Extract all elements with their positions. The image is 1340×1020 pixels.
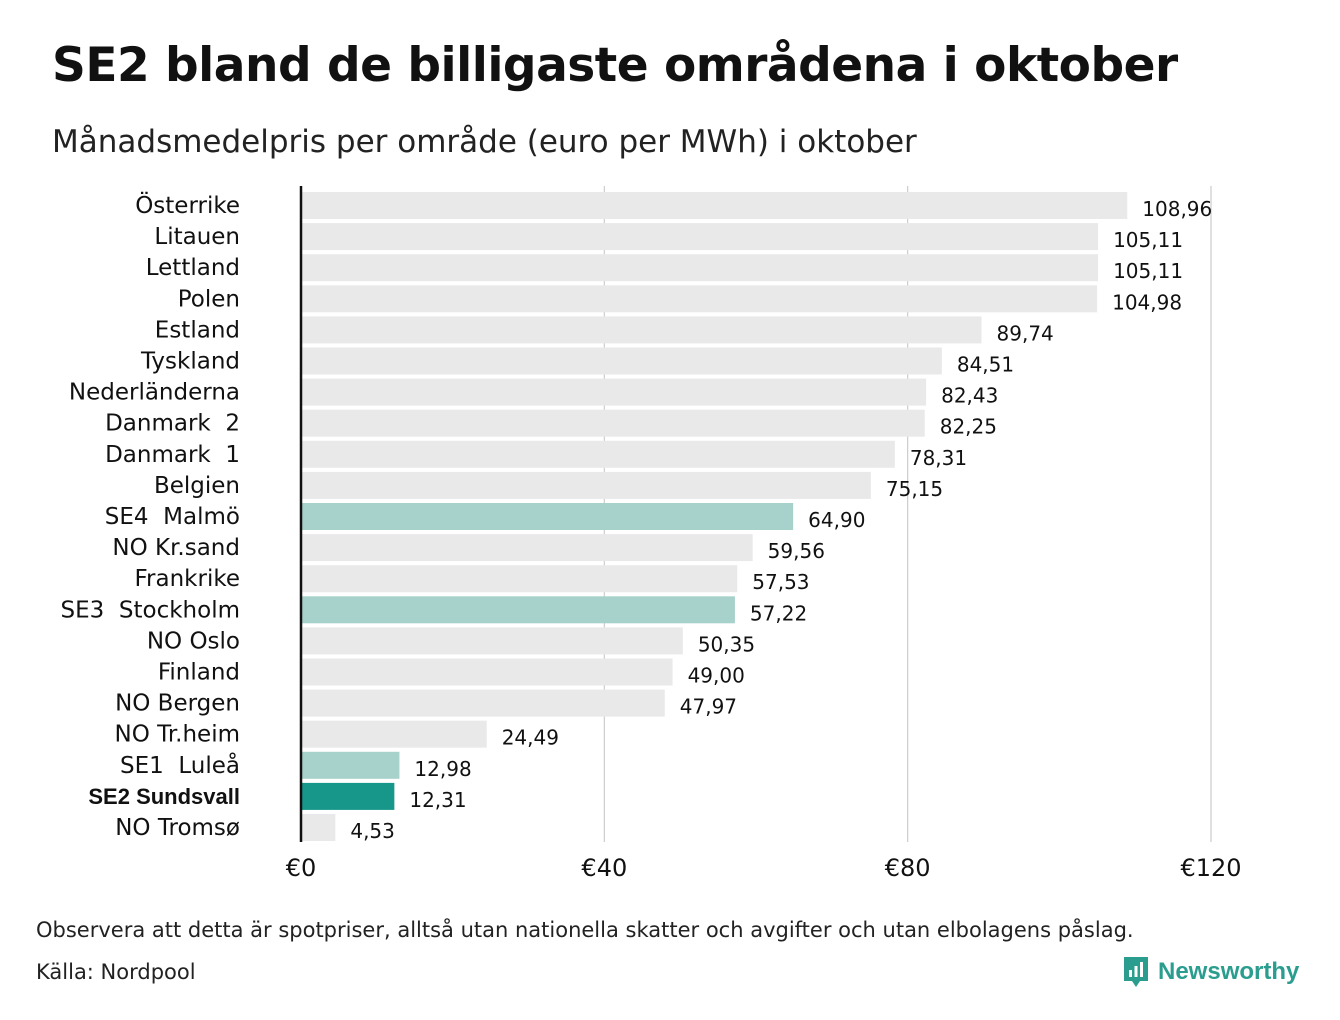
x-tick-label: €0 [286, 854, 317, 882]
bar [302, 192, 1128, 219]
value-label: 82,25 [940, 415, 997, 439]
bar [302, 658, 673, 686]
bar [302, 285, 1098, 313]
newsworthy-logo-icon [1124, 957, 1148, 987]
bar [302, 534, 753, 562]
value-label: 59,56 [768, 539, 825, 563]
bar [302, 316, 982, 344]
source-credit: Källa: Nordpool [36, 960, 196, 984]
brand-name: Newsworthy [1158, 958, 1300, 985]
value-label: 105,11 [1113, 228, 1183, 252]
value-label: 104,98 [1112, 290, 1182, 314]
value-label: 105,11 [1113, 259, 1183, 283]
category-label: NO Tr.heim [115, 722, 240, 748]
value-label: 49,00 [688, 664, 745, 688]
value-label: 84,51 [957, 353, 1014, 377]
value-label: 12,31 [409, 788, 466, 812]
category-label: SE4 Malmö [105, 504, 240, 530]
value-label: 57,53 [752, 570, 809, 594]
bar [302, 223, 1099, 251]
chart-subtitle: Månadsmedelpris per område (euro per MWh… [52, 124, 917, 160]
value-label: 64,90 [808, 508, 865, 532]
value-label: 12,98 [414, 757, 471, 781]
bar [302, 440, 895, 468]
bar [302, 565, 738, 593]
bar [302, 254, 1099, 282]
value-label: 57,22 [750, 601, 807, 625]
brand-logo: Newsworthy [1122, 955, 1299, 989]
bar [302, 409, 925, 437]
bars [302, 192, 1128, 841]
bar [302, 720, 487, 748]
value-label: 78,31 [910, 446, 967, 470]
category-label: Lettland [146, 255, 240, 281]
category-label: Danmark 1 [105, 442, 240, 468]
category-label: SE2 Sundsvall [88, 784, 240, 809]
category-label: Danmark 2 [105, 411, 240, 437]
category-label: NO Bergen [115, 691, 240, 717]
bar [302, 782, 395, 810]
footnote: Observera att detta är spotpriser, allts… [36, 918, 1134, 942]
bar [302, 814, 336, 841]
category-label: Litauen [154, 224, 240, 250]
category-label: SE1 Luleå [120, 751, 240, 779]
value-label: 89,74 [997, 321, 1054, 345]
bar [302, 596, 735, 624]
value-label: 75,15 [886, 477, 943, 501]
category-label: SE3 Stockholm [61, 597, 241, 623]
category-label: Frankrike [135, 566, 241, 592]
bar [302, 378, 927, 406]
value-label: 108,96 [1142, 197, 1212, 221]
x-tick-label: €40 [581, 854, 627, 882]
value-label: 4,53 [350, 819, 395, 843]
bar [302, 471, 871, 499]
category-label: NO Tromsø [115, 815, 240, 841]
category-label: Tyskland [140, 349, 240, 375]
bar [302, 689, 665, 717]
value-label: 82,43 [941, 384, 998, 408]
bar [302, 347, 942, 375]
bar [302, 751, 400, 779]
category-label: Belgien [154, 473, 240, 499]
value-label: 24,49 [502, 726, 559, 750]
value-label: 50,35 [698, 632, 755, 656]
x-tick-label: €80 [885, 854, 931, 882]
category-label: NO Kr.sand [112, 535, 240, 561]
bar [302, 503, 794, 530]
value-labels: 108,96 105,11 105,11 104,98 89,74 84,51 82,43 8… [350, 197, 1212, 843]
x-tick-label: €120 [1180, 854, 1241, 882]
category-label: Nederländerna [69, 380, 240, 406]
chart-title: SE2 bland de billigaste områdena i oktob… [52, 38, 1178, 93]
category-labels: Österrike Litauen Lettland Polen Estland Tysk… [61, 191, 241, 841]
category-label: NO Oslo [147, 628, 240, 654]
bar-chart: Österrike Litauen Lettland Polen Estland Tysk… [61, 186, 1242, 882]
bar [302, 627, 683, 655]
category-label: Estland [155, 317, 240, 343]
value-label: 47,97 [680, 695, 737, 719]
category-label: Österrike [135, 191, 240, 219]
category-label: Polen [178, 286, 240, 312]
category-label: Finland [158, 660, 240, 686]
x-axis-ticks: €0 €40 €80 €120 [286, 854, 1242, 882]
